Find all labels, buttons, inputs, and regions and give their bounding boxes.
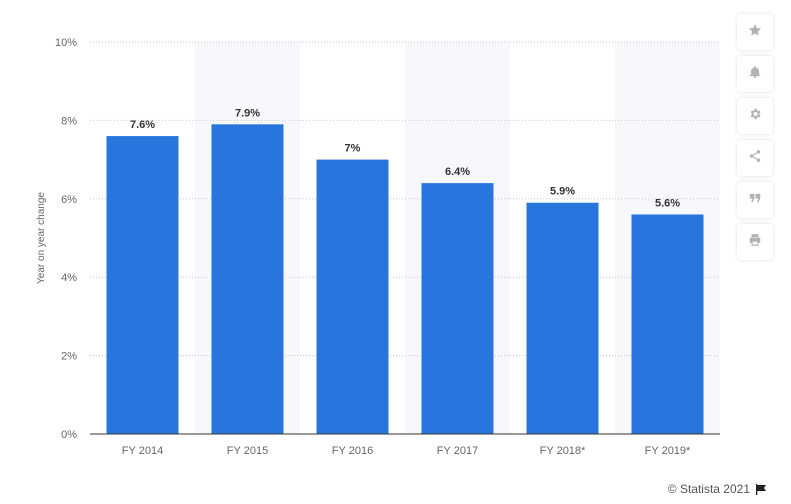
data-label: 7% bbox=[345, 143, 361, 155]
gear-icon bbox=[748, 107, 762, 126]
notification-button[interactable] bbox=[737, 56, 773, 92]
y-axis-title: Year on year change bbox=[36, 192, 47, 284]
y-tick-label: 8% bbox=[61, 115, 77, 127]
value-labels: 7.6% 7.9% 7% 6.4% 5.9% 5.6% bbox=[130, 107, 680, 209]
settings-button[interactable] bbox=[737, 98, 773, 134]
data-label: 6.4% bbox=[445, 166, 470, 178]
x-tick-label: FY 2016 bbox=[332, 445, 373, 457]
footer: © Statista 2021 bbox=[668, 482, 767, 496]
print-button[interactable] bbox=[737, 224, 773, 260]
x-tick-label: FY 2017 bbox=[437, 445, 478, 457]
print-icon bbox=[748, 233, 762, 252]
y-axis-ticks: 0% 2% 4% 6% 8% 10% bbox=[55, 37, 77, 441]
bar bbox=[421, 183, 494, 434]
bar bbox=[316, 159, 389, 434]
y-tick-label: 6% bbox=[61, 194, 77, 206]
y-tick-label: 10% bbox=[55, 37, 77, 49]
share-button[interactable] bbox=[737, 140, 773, 176]
x-tick-label: FY 2015 bbox=[227, 445, 268, 457]
chart-toolbar bbox=[737, 14, 773, 260]
flag-icon[interactable] bbox=[755, 483, 767, 495]
favorite-button[interactable] bbox=[737, 14, 773, 50]
gridlines bbox=[90, 41, 720, 357]
y-tick-label: 0% bbox=[61, 429, 77, 441]
data-label: 5.6% bbox=[655, 197, 680, 209]
x-tick-label: FY 2019* bbox=[645, 445, 691, 457]
data-label: 5.9% bbox=[550, 186, 575, 198]
bar bbox=[211, 124, 284, 434]
data-label: 7.6% bbox=[130, 119, 155, 131]
y-tick-label: 4% bbox=[61, 272, 77, 284]
bars bbox=[106, 124, 704, 434]
bell-icon bbox=[748, 65, 762, 84]
y-tick-label: 2% bbox=[61, 351, 77, 363]
bar bbox=[106, 136, 179, 434]
quote-icon bbox=[748, 191, 762, 210]
bar bbox=[526, 202, 599, 434]
bar bbox=[631, 214, 704, 434]
star-icon bbox=[748, 23, 762, 42]
copyright-text: © Statista 2021 bbox=[667, 482, 750, 496]
data-label: 7.9% bbox=[235, 107, 260, 119]
cite-button[interactable] bbox=[737, 182, 773, 218]
x-tick-label: FY 2018* bbox=[540, 445, 586, 457]
x-tick-label: FY 2014 bbox=[122, 445, 163, 457]
x-axis-ticks: FY 2014 FY 2015 FY 2016 FY 2017 FY 2018* FY 2… bbox=[122, 445, 691, 457]
share-icon bbox=[748, 149, 762, 168]
